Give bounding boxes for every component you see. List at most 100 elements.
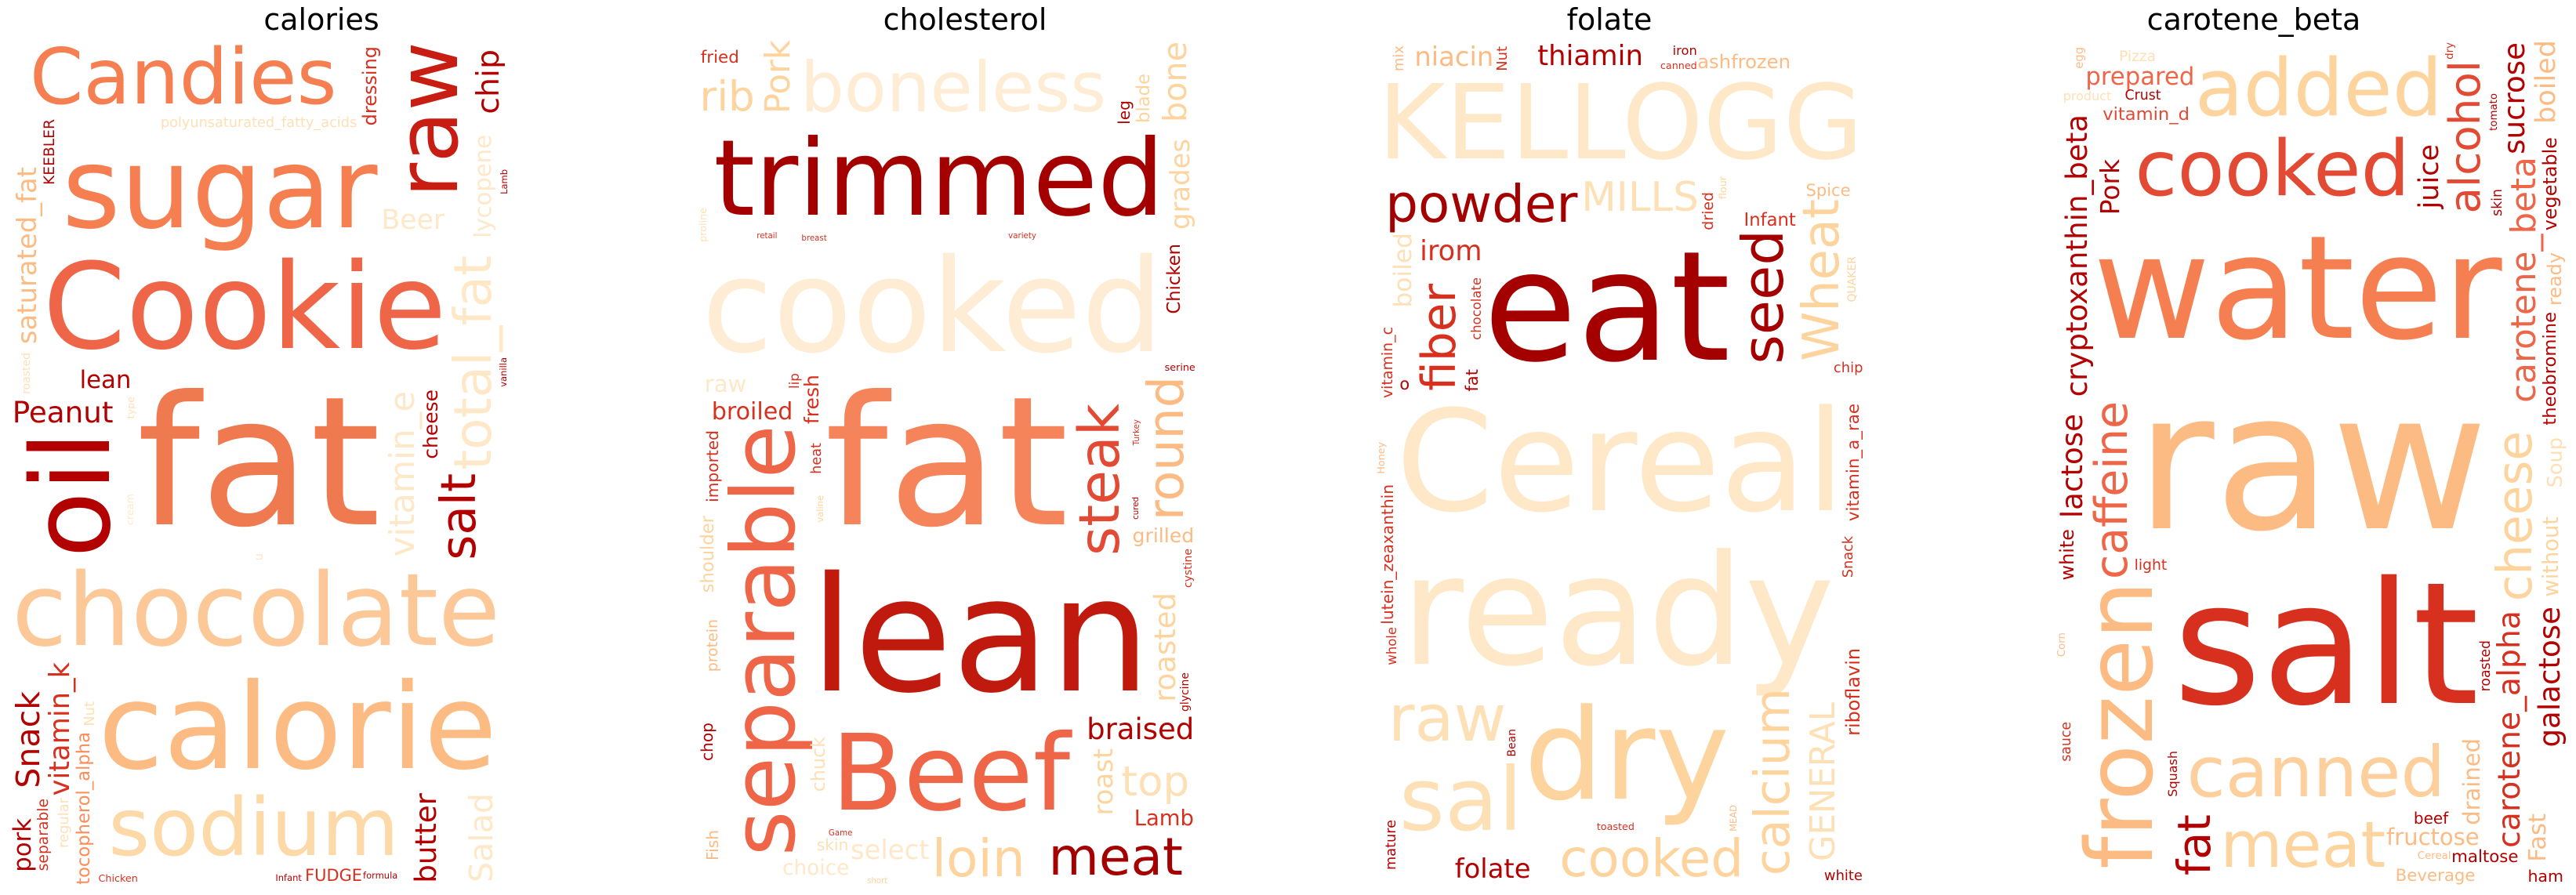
cloud-word: Cereal bbox=[1395, 380, 1845, 544]
cloud-word: rib bbox=[699, 72, 755, 121]
cloud-word: frozen bbox=[2066, 580, 2174, 869]
cloud-word: separable bbox=[713, 425, 815, 857]
cloud-word: separable bbox=[34, 799, 52, 871]
cloud-word: select bbox=[850, 835, 930, 866]
cloud-word: without bbox=[2538, 516, 2563, 597]
cloud-word: butter bbox=[408, 793, 444, 883]
cloud-word: type bbox=[125, 396, 137, 419]
cloud-word: Nut bbox=[1494, 45, 1511, 71]
cloud-word: boneless bbox=[800, 47, 1107, 129]
cloud-word: GENERAL bbox=[1804, 702, 1844, 862]
cloud-word: roasted bbox=[2477, 640, 2494, 692]
cloud-word: blade bbox=[1134, 74, 1155, 124]
cloud-word: Corn bbox=[2057, 632, 2069, 658]
cloud-word: product bbox=[2063, 89, 2112, 104]
cloud-word: braised bbox=[1087, 712, 1195, 747]
cloud-word: choice bbox=[782, 857, 850, 881]
cloud-word: cured bbox=[1131, 496, 1141, 520]
cloud-word: meat bbox=[2220, 808, 2386, 882]
cloud-word: toasted bbox=[1596, 821, 1634, 834]
cloud-word: ashfrozen bbox=[1697, 49, 1791, 73]
cloud-word: retail bbox=[756, 231, 778, 241]
cloud-word: top bbox=[1121, 758, 1190, 806]
cloud-word: Salad bbox=[463, 792, 501, 882]
cloud-word: fat bbox=[825, 357, 1068, 567]
wordcloud: fat Cookie chocolate calorie sugar oil raw sodi… bbox=[8, 39, 510, 886]
cloud-word: sugar bbox=[62, 122, 378, 254]
cloud-word: lycopene bbox=[470, 135, 497, 238]
cloud-word: beef bbox=[2413, 808, 2449, 828]
cloud-word: cream bbox=[125, 493, 137, 525]
cloud-word: trimmed bbox=[713, 116, 1165, 240]
cloud-word: dressing bbox=[358, 45, 381, 126]
cloud-word: imported bbox=[702, 429, 722, 502]
cloud-word: chip bbox=[470, 49, 507, 114]
cloud-word: vitamin_a_rae bbox=[1843, 404, 1863, 522]
cloud-word: caffeine bbox=[2085, 401, 2138, 580]
cloud-word: oil bbox=[8, 431, 136, 559]
cloud-word: roast bbox=[1087, 748, 1119, 816]
cloud-word: breast bbox=[801, 233, 827, 243]
cloud-word: heat bbox=[809, 442, 825, 474]
cloud-word: ready bbox=[2544, 252, 2567, 306]
cloud-word: egg bbox=[2072, 47, 2086, 69]
cloud-word: Fish bbox=[702, 829, 722, 861]
cloud-word: added bbox=[2194, 41, 2443, 134]
cloud-word: MEAD bbox=[1728, 804, 1740, 832]
cloud-word: KEEBLER bbox=[42, 118, 59, 185]
cloud-word: grades bbox=[1164, 138, 1195, 230]
cloud-word: polyunsaturated_fatty_acids bbox=[160, 115, 357, 132]
cloud-word: raw bbox=[704, 370, 747, 397]
cloud-word: bone bbox=[1156, 41, 1194, 123]
cloud-word: KELLOGG bbox=[1377, 63, 1863, 184]
cloud-word: cooked bbox=[702, 231, 1164, 382]
cloud-word: calorie bbox=[98, 657, 497, 796]
cloud-word: skin bbox=[816, 835, 849, 855]
wordcloud: Cereal ready eat KELLOGG dry seed sal powder coo… bbox=[1377, 39, 1863, 886]
cloud-word: protein bbox=[704, 619, 722, 672]
cloud-word: fried bbox=[700, 48, 739, 68]
cloud-word: pork bbox=[8, 817, 37, 872]
wordcloud-panel-calories: calories fat Cookie chocolate calorie sugar o… bbox=[0, 0, 643, 895]
cloud-word: alcohol bbox=[2439, 60, 2490, 214]
cloud-word: regular bbox=[56, 798, 73, 849]
panel-title: carotene_beta bbox=[2146, 2, 2361, 37]
cloud-word: round bbox=[1136, 376, 1195, 521]
cloud-word: fiber bbox=[1412, 283, 1467, 391]
cloud-word: dry bbox=[1523, 681, 1730, 828]
cloud-word: fat bbox=[2168, 814, 2222, 876]
cloud-word: Candies bbox=[29, 39, 337, 123]
cloud-word: raw bbox=[379, 42, 478, 198]
cloud-word: raw bbox=[2135, 351, 2488, 574]
cloud-word: u bbox=[252, 553, 266, 561]
cloud-word: raw bbox=[1388, 682, 1507, 757]
cloud-word: theobromine bbox=[2540, 312, 2561, 426]
cloud-word: sal bbox=[1399, 748, 1523, 851]
cloud-word: fresh bbox=[800, 374, 823, 424]
cloud-word: lactose bbox=[2057, 413, 2089, 519]
wordcloud: fat cooked lean separable trimmed Beef steak bo… bbox=[698, 39, 1195, 886]
cloud-word: iron bbox=[1672, 43, 1697, 59]
cloud-word: fat bbox=[1462, 369, 1482, 392]
cloud-word: Snack bbox=[9, 690, 47, 788]
cloud-word: maltose bbox=[2451, 847, 2519, 868]
cloud-word: mix bbox=[1390, 45, 1407, 71]
cloud-word: lean bbox=[810, 542, 1151, 728]
cloud-word: drained bbox=[2458, 738, 2486, 826]
cloud-word: Infant bbox=[1743, 209, 1796, 230]
cloud-word: canned bbox=[2186, 732, 2446, 814]
wordcloud-panel-cholesterol: cholesterol fat cooked lean separable trimme… bbox=[643, 0, 1287, 895]
cloud-word: o bbox=[1399, 374, 1410, 393]
cloud-word: lip bbox=[786, 372, 803, 389]
cloud-word: Game bbox=[828, 828, 853, 838]
cloud-word: grilled bbox=[1132, 524, 1195, 547]
cloud-word: FUDGE bbox=[305, 866, 362, 886]
panel-title: cholesterol bbox=[883, 2, 1047, 37]
cloud-word: juice bbox=[2412, 143, 2445, 209]
cloud-word: proline bbox=[698, 207, 709, 242]
cloud-word: sodium bbox=[108, 781, 399, 874]
cloud-word: loin bbox=[931, 828, 1025, 886]
cloud-word: white bbox=[1823, 868, 1863, 885]
cloud-word: boiled bbox=[1388, 233, 1417, 308]
cloud-word: cheese bbox=[2487, 431, 2544, 602]
